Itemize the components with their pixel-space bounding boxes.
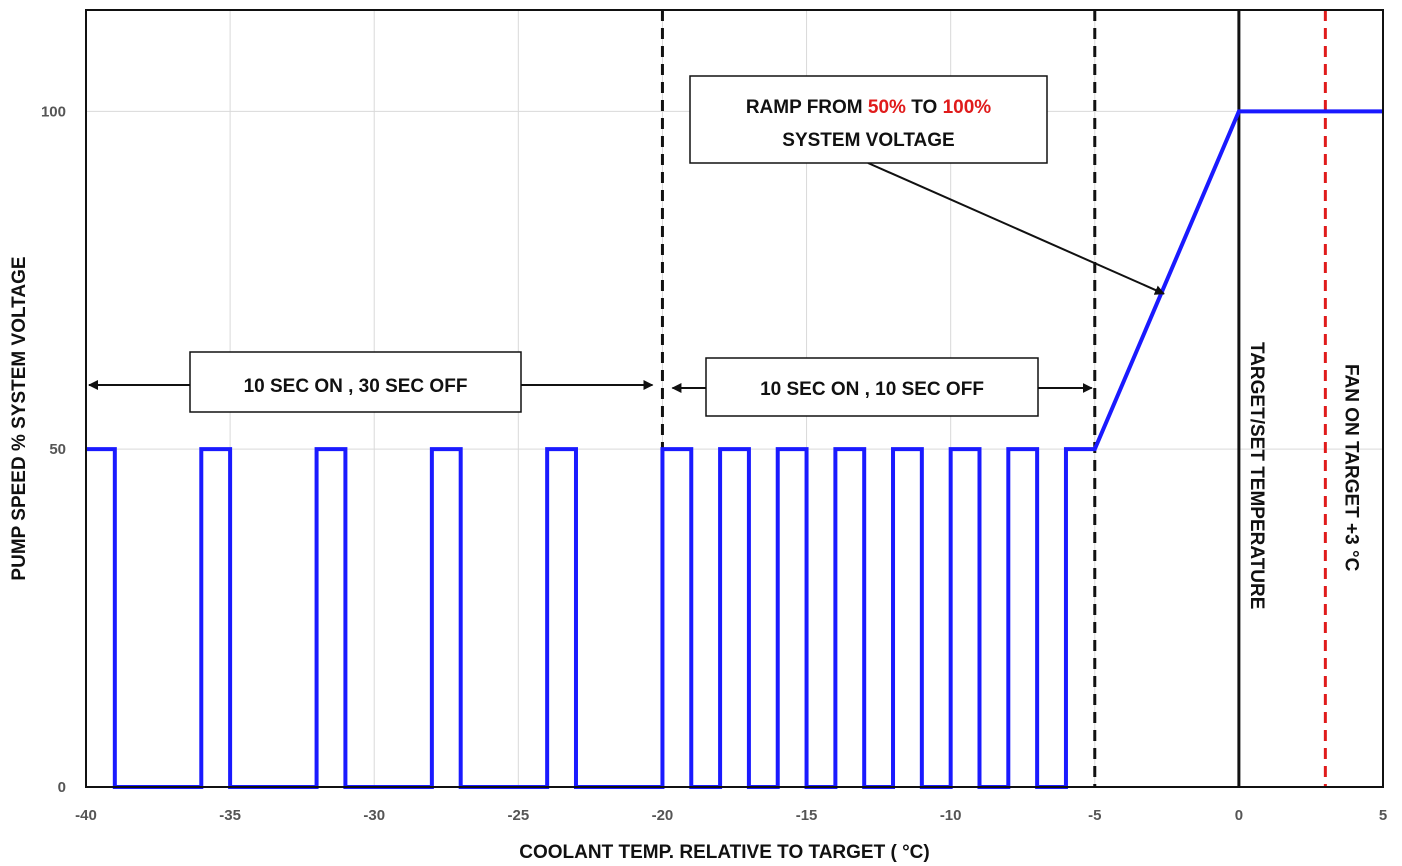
reference-lines <box>660 10 1327 787</box>
ramp-annotation-line2: SYSTEM VOLTAGE <box>782 130 954 151</box>
ramp-annotation-arrow <box>867 162 1165 295</box>
x-tick-label: -15 <box>796 807 818 824</box>
x-tick-label: -25 <box>507 807 529 824</box>
x-tick-label: -35 <box>219 807 241 824</box>
y-tick-labels: 0 50 100 <box>41 103 66 796</box>
annotation-10s-off: 10 SEC ON , 10 SEC OFF <box>671 357 1093 417</box>
x-tick-label: -20 <box>652 807 674 824</box>
x-tick-label: -40 <box>75 807 97 824</box>
annotation-text: 10 SEC ON , 10 SEC OFF <box>760 379 984 400</box>
y-tick-label: 100 <box>41 103 66 120</box>
fan-on-target-label: FAN ON TARGET +3 °C <box>1340 364 1361 572</box>
y-tick-label: 0 <box>58 779 66 796</box>
annotation-text: 10 SEC ON , 30 SEC OFF <box>244 376 468 397</box>
ramp-text-100-percent: 100% <box>943 97 992 118</box>
ramp-text-50-percent: 50% <box>868 97 906 118</box>
ramp-annotation-line1: RAMP FROM 50% TO 100% <box>746 97 991 118</box>
annotation-box <box>189 351 522 413</box>
annotation-30s-off: 10 SEC ON , 30 SEC OFF <box>88 351 654 413</box>
x-tick-label: -5 <box>1088 807 1101 824</box>
ramp-text-part2: TO <box>906 97 943 118</box>
target-temperature-label: TARGET/SET TEMPERATURE <box>1246 342 1267 609</box>
reference-line-labels: TARGET/SET TEMPERATURE FAN ON TARGET +3 … <box>1246 342 1361 609</box>
y-axis-title: PUMP SPEED % SYSTEM VOLTAGE <box>9 256 30 580</box>
x-tick-label: 5 <box>1379 807 1387 824</box>
x-axis-title: COOLANT TEMP. RELATIVE TO TARGET ( °C) <box>519 842 929 863</box>
plot-frame <box>85 9 1384 788</box>
x-tick-label: -30 <box>363 807 385 824</box>
y-tick-label: 50 <box>49 441 66 458</box>
x-tick-label: 0 <box>1235 807 1243 824</box>
ramp-text-part1: RAMP FROM <box>746 97 868 118</box>
x-tick-labels: -40 -35 -30 -25 -20 -15 -10 -5 0 5 <box>75 807 1387 824</box>
x-tick-label: -10 <box>940 807 962 824</box>
annotation-box <box>689 75 1048 164</box>
annotation-ramp: RAMP FROM 50% TO 100% SYSTEM VOLTAGE <box>689 75 1165 295</box>
annotation-box <box>705 357 1039 417</box>
